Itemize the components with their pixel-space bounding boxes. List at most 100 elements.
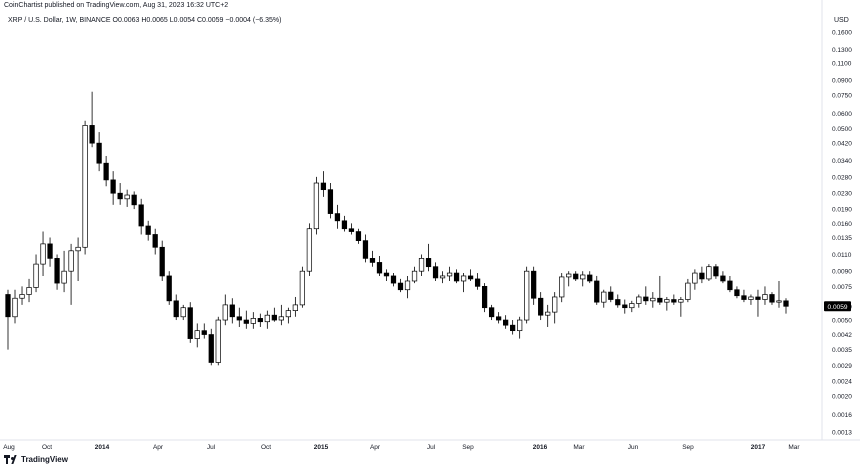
candle-body xyxy=(82,125,88,248)
candle-body xyxy=(538,297,544,316)
y-tick-label: 0.1600 xyxy=(832,30,852,37)
candle-body xyxy=(103,162,109,181)
y-tick-label: 0.1100 xyxy=(832,61,852,68)
candle-body xyxy=(138,204,144,227)
candle-body xyxy=(5,294,11,318)
candle-body xyxy=(264,314,270,323)
candle-body xyxy=(194,330,200,339)
candle-body xyxy=(341,220,348,230)
candle-body xyxy=(61,270,67,284)
candle-body xyxy=(587,274,593,282)
x-axis-label: 2014 xyxy=(95,444,110,451)
candle-body xyxy=(75,246,81,252)
candle-body xyxy=(33,263,39,288)
candle-body xyxy=(769,294,775,303)
symbol-info: XRP / U.S. Dollar, 1W, BINANCE O0.0063 H… xyxy=(8,17,281,24)
candle-body xyxy=(54,258,60,284)
y-tick-label: 0.0029 xyxy=(832,363,852,370)
y-tick-label: 0.0900 xyxy=(832,77,852,84)
candle-body xyxy=(390,275,397,284)
candle-body xyxy=(47,243,53,259)
x-axis-label: Jul xyxy=(207,444,216,451)
y-tick-label: 0.0600 xyxy=(832,111,852,118)
candle-body xyxy=(636,296,642,304)
candle-body xyxy=(762,294,768,300)
candle-body xyxy=(713,266,719,277)
x-axis-label: 2016 xyxy=(533,444,548,451)
candle-body xyxy=(306,228,313,272)
candle-body xyxy=(783,300,789,307)
x-axis-label: Aug xyxy=(3,444,15,451)
candle-body xyxy=(692,272,698,284)
candle-body xyxy=(488,307,495,318)
tradingview-branding[interactable]: TradingView xyxy=(4,455,68,464)
tradingview-brand-text: TradingView xyxy=(21,455,68,464)
candle-body xyxy=(481,285,488,309)
x-axis-label: Mar xyxy=(788,444,800,451)
candle-body xyxy=(96,142,102,164)
last-price-tag xyxy=(824,301,851,312)
candle-body xyxy=(453,272,460,282)
candle-body xyxy=(650,297,656,302)
candle-body xyxy=(699,272,705,280)
x-axis-label: Jun xyxy=(628,444,639,451)
candle-body xyxy=(320,182,327,191)
candle-body xyxy=(510,324,516,332)
y-tick-label: 0.0042 xyxy=(832,332,852,339)
x-axis-label: Mar xyxy=(573,444,585,451)
candle-body xyxy=(313,182,320,230)
candle-body xyxy=(12,297,18,318)
candle-body xyxy=(222,304,228,321)
y-tick-label: 0.0280 xyxy=(832,174,852,181)
candle-body xyxy=(180,307,186,318)
last-price-label: 0.0059 xyxy=(828,304,848,311)
candle-body xyxy=(664,299,670,303)
candle-body xyxy=(706,266,712,280)
candle-body xyxy=(678,299,684,303)
candle-body xyxy=(545,311,551,316)
candle-body xyxy=(517,319,523,332)
y-tick-label: 0.0024 xyxy=(832,379,852,386)
candle-body xyxy=(257,318,263,323)
candle-body xyxy=(552,296,558,313)
candle-body xyxy=(243,319,249,324)
candle-body xyxy=(117,192,123,200)
candle-body xyxy=(131,194,137,206)
candle-body xyxy=(622,304,628,309)
y-tick-label: 0.1300 xyxy=(832,47,852,54)
x-axis-label: Apr xyxy=(153,444,164,451)
candle-body xyxy=(432,266,439,279)
candle-body xyxy=(404,280,411,291)
candle-body xyxy=(397,282,404,291)
candle-body xyxy=(89,125,95,144)
currency-label: USD xyxy=(834,17,849,24)
candle-body xyxy=(292,304,298,311)
y-tick-label: 0.0500 xyxy=(832,126,852,133)
x-axis-label: Apr xyxy=(370,444,381,451)
candle-body xyxy=(727,280,733,291)
y-tick-label: 0.0750 xyxy=(832,92,852,99)
candle-body xyxy=(671,299,677,303)
candle-body xyxy=(615,299,621,306)
candle-body xyxy=(418,258,425,272)
candle-body xyxy=(629,303,635,309)
x-axis-label: Oct xyxy=(42,444,52,451)
candle-body xyxy=(376,262,383,274)
candle-body xyxy=(643,296,649,302)
x-axis-label: Jul xyxy=(427,444,436,451)
y-tick-label: 0.0230 xyxy=(832,191,852,198)
candle-body xyxy=(68,250,74,272)
y-tick-label: 0.0160 xyxy=(832,221,852,228)
candle-body xyxy=(496,316,502,321)
candle-body xyxy=(124,194,130,200)
candle-body xyxy=(685,282,691,300)
y-tick-label: 0.0420 xyxy=(832,141,852,148)
candle-body xyxy=(425,258,432,268)
candle-body xyxy=(278,316,284,321)
candle-body xyxy=(166,275,172,302)
candle-body xyxy=(755,296,761,300)
candle-body xyxy=(460,275,467,282)
candle-body xyxy=(250,318,256,324)
candle-body xyxy=(741,295,747,300)
